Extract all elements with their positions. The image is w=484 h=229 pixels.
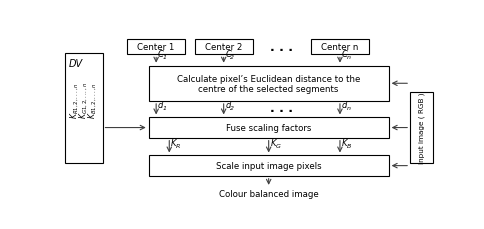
Text: G: G bbox=[275, 143, 280, 148]
FancyBboxPatch shape bbox=[149, 156, 389, 176]
Text: C: C bbox=[158, 50, 164, 59]
Text: n: n bbox=[347, 106, 351, 111]
Text: d: d bbox=[342, 101, 347, 110]
Text: 1: 1 bbox=[163, 55, 167, 60]
Text: R: R bbox=[176, 143, 181, 148]
FancyBboxPatch shape bbox=[127, 40, 185, 55]
Text: 1: 1 bbox=[163, 106, 167, 111]
Text: Center n: Center n bbox=[321, 43, 359, 52]
Text: Calculate pixel’s Euclidean distance to the
centre of the selected segments: Calculate pixel’s Euclidean distance to … bbox=[177, 74, 361, 94]
Text: K: K bbox=[342, 138, 348, 147]
Text: Center 1: Center 1 bbox=[137, 43, 175, 52]
Text: d: d bbox=[226, 101, 231, 110]
Text: 2: 2 bbox=[230, 55, 234, 60]
Text: Fuse scaling factors: Fuse scaling factors bbox=[226, 123, 311, 132]
FancyBboxPatch shape bbox=[195, 40, 253, 55]
Text: . . .: . . . bbox=[270, 101, 293, 114]
Text: n: n bbox=[347, 55, 351, 60]
Text: $\mathit{K}_{\mathit{B}1,2,...,n}$: $\mathit{K}_{\mathit{B}1,2,...,n}$ bbox=[87, 81, 99, 118]
Text: d: d bbox=[158, 101, 164, 110]
Text: Input image ( RGB ): Input image ( RGB ) bbox=[418, 92, 424, 164]
Text: Scale input image pixels: Scale input image pixels bbox=[216, 161, 321, 170]
Text: $\mathit{K}_{\mathit{G}1,2,...,n}$: $\mathit{K}_{\mathit{G}1,2,...,n}$ bbox=[77, 81, 90, 118]
Text: K: K bbox=[271, 138, 276, 147]
Text: C: C bbox=[342, 50, 348, 59]
Text: C: C bbox=[226, 50, 231, 59]
Text: Colour balanced image: Colour balanced image bbox=[219, 190, 318, 199]
FancyBboxPatch shape bbox=[149, 118, 389, 138]
Text: 2: 2 bbox=[230, 106, 234, 111]
FancyBboxPatch shape bbox=[311, 40, 369, 55]
Text: K: K bbox=[171, 138, 177, 147]
Text: $\mathit{K}_{\mathit{R}1,2,...,n}$: $\mathit{K}_{\mathit{R}1,2,...,n}$ bbox=[68, 81, 80, 118]
Text: DV: DV bbox=[69, 58, 83, 68]
FancyBboxPatch shape bbox=[410, 93, 433, 163]
FancyBboxPatch shape bbox=[65, 54, 103, 163]
Text: Center 2: Center 2 bbox=[205, 43, 242, 52]
FancyBboxPatch shape bbox=[149, 66, 389, 101]
Text: B: B bbox=[347, 143, 351, 148]
Text: . . .: . . . bbox=[270, 41, 293, 54]
